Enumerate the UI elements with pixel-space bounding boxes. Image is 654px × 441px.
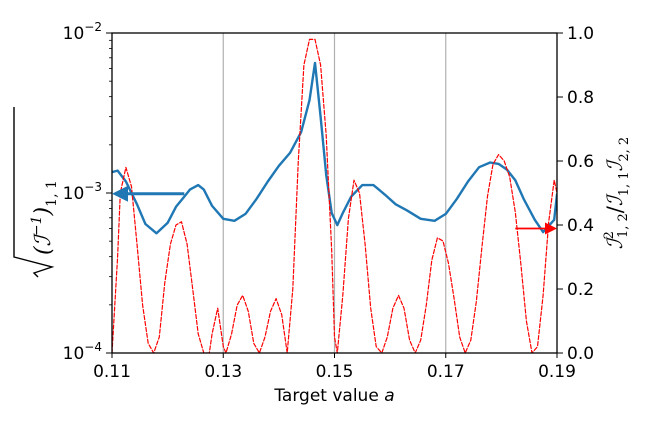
series-line-right-axis bbox=[112, 38, 557, 353]
right-tick-label: 0.0 bbox=[567, 344, 594, 364]
left-tick-label: 10−2 bbox=[63, 20, 102, 44]
x-tick-label: 0.17 bbox=[427, 362, 465, 382]
x-tick-label: 0.15 bbox=[316, 362, 354, 382]
series-line-left-axis bbox=[112, 61, 557, 235]
x-tick-label: 0.19 bbox=[538, 362, 576, 382]
left-tick-label: 10−3 bbox=[63, 180, 102, 204]
right-tick-label: 0.4 bbox=[567, 216, 594, 236]
right-tick-label: 0.8 bbox=[567, 88, 594, 108]
grid-lines bbox=[222, 33, 447, 353]
x-axis-title: Target value a bbox=[273, 386, 394, 406]
left-axis-label-math: (ℐ−1)1, 1 bbox=[29, 180, 60, 255]
left-axis-title: (ℐ−1)1, 1 bbox=[13, 107, 60, 278]
right-axis-label-math: ℐ21, 2/ℐ1, 1ℐ2, 2 bbox=[602, 137, 632, 249]
series-layer bbox=[112, 38, 557, 353]
right-tick-label: 0.2 bbox=[567, 280, 594, 300]
annotation-arrows bbox=[112, 185, 557, 235]
x-tick-label: 0.11 bbox=[93, 362, 131, 382]
annotation-arrow-head bbox=[112, 185, 128, 202]
axes-layer: 0.11 0.13 0.15 0.17 0.19 10−4 10−3 10−2 0.0 0.2 0.… bbox=[63, 20, 594, 382]
right-tick-label: 1.0 bbox=[567, 24, 594, 44]
sqrt-sign bbox=[13, 107, 55, 278]
left-tick-label: 10−4 bbox=[63, 340, 102, 364]
x-tick-label: 0.13 bbox=[204, 362, 242, 382]
right-axis-title: ℐ21, 2/ℐ1, 1ℐ2, 2 bbox=[602, 137, 632, 249]
annotation-arrow-head bbox=[545, 222, 557, 235]
right-tick-label: 0.6 bbox=[567, 152, 594, 172]
